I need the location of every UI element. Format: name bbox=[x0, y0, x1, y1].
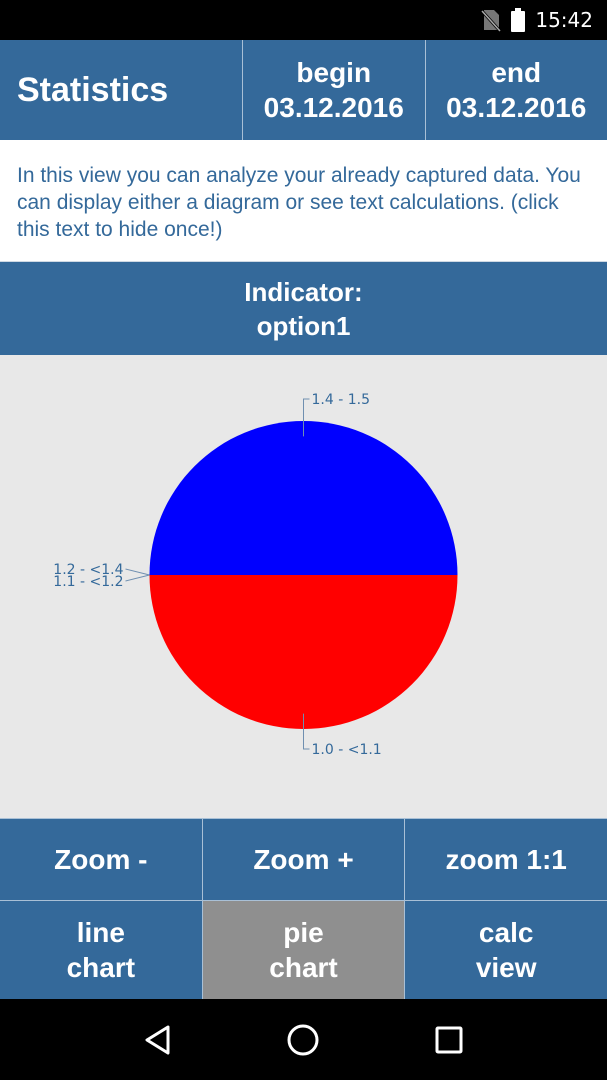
calc-view-label-1: calc bbox=[478, 917, 534, 948]
calc-view-label-2: view bbox=[475, 952, 537, 983]
begin-date: 03.12.2016 bbox=[263, 92, 404, 123]
line-chart-label-2: chart bbox=[66, 952, 136, 983]
pie-chart-label-2: chart bbox=[269, 952, 338, 983]
home-icon[interactable] bbox=[273, 1010, 333, 1070]
view-switcher: line chart pie chart calc view bbox=[0, 900, 607, 999]
back-icon[interactable] bbox=[128, 1010, 188, 1070]
pie-chart-label-1: pie bbox=[283, 917, 324, 948]
indicator-value: option1 bbox=[256, 310, 351, 341]
end-date: 03.12.2016 bbox=[446, 92, 587, 123]
page-title: Statistics bbox=[0, 40, 243, 140]
line-chart-label-1: line bbox=[76, 917, 125, 948]
navigation-bar bbox=[0, 999, 607, 1080]
pie-label-1: 1.1 - <1.2 bbox=[53, 574, 150, 590]
status-bar: 15:42 bbox=[0, 0, 607, 40]
zoom-reset-button[interactable]: zoom 1:1 bbox=[404, 819, 607, 900]
line-chart-button[interactable]: line chart bbox=[0, 901, 202, 999]
pie-label-text-2: 1.2 - <1.4 bbox=[53, 562, 123, 578]
zoom-in-button[interactable]: Zoom + bbox=[201, 819, 405, 900]
no-sim-icon bbox=[481, 9, 502, 32]
info-text[interactable]: In this view you can analyze your alread… bbox=[0, 140, 607, 262]
pie-label-text-0: 1.4 - 1.5 bbox=[312, 392, 370, 408]
pie-label-0: 1.4 - 1.5 bbox=[303, 392, 370, 437]
header: Statistics begin 03.12.2016 end 03.12.20… bbox=[0, 40, 607, 140]
zoom-controls: Zoom - Zoom + zoom 1:1 bbox=[0, 818, 607, 900]
pie-slice-0[interactable] bbox=[149, 421, 458, 575]
pie-chart[interactable]: 1.4 - 1.5 1.1 - <1.2 1.2 - <1.4 1.0 - <1.1 bbox=[0, 355, 607, 818]
end-label: end bbox=[491, 57, 542, 88]
pie-label-3: 1.0 - <1.1 bbox=[303, 713, 382, 758]
pie-chart-button[interactable]: pie chart bbox=[201, 901, 405, 999]
battery-icon bbox=[511, 8, 526, 32]
pie-label-text-1: 1.1 - <1.2 bbox=[53, 574, 123, 590]
begin-label: begin bbox=[296, 57, 372, 88]
calc-view-button[interactable]: calc view bbox=[404, 901, 607, 999]
pie-slice-3[interactable] bbox=[149, 575, 458, 729]
pie-label-2: 1.2 - <1.4 bbox=[53, 562, 150, 578]
indicator-selector[interactable]: Indicator: option1 bbox=[0, 262, 607, 355]
zoom-out-button[interactable]: Zoom - bbox=[54, 844, 148, 875]
begin-date-selector[interactable]: begin 03.12.2016 bbox=[243, 40, 425, 140]
clock: 15:42 bbox=[535, 8, 593, 32]
pie-label-text-3: 1.0 - <1.1 bbox=[312, 742, 382, 758]
end-date-selector[interactable]: end 03.12.2016 bbox=[424, 40, 607, 140]
recents-icon[interactable] bbox=[419, 1010, 479, 1070]
indicator-label: Indicator: bbox=[244, 276, 363, 307]
pie-chart-svg: 1.4 - 1.5 1.1 - <1.21.2 - <1.4 1.0 - <1.1 bbox=[53, 392, 458, 758]
